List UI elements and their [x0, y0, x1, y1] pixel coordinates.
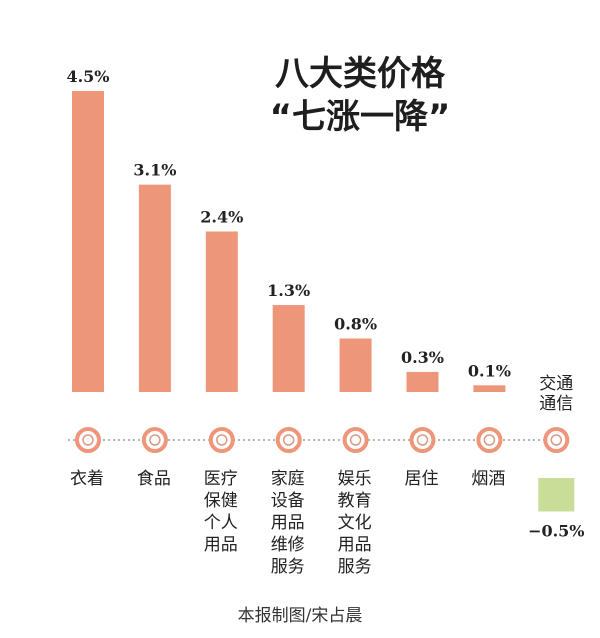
value-label: −0.5% — [528, 521, 584, 540]
svg-text:用品: 用品 — [204, 535, 238, 555]
value-label: 4.5% — [66, 67, 109, 86]
category-label: 衣着 — [70, 469, 104, 489]
value-label: 2.4% — [200, 207, 243, 226]
svg-text:烟酒: 烟酒 — [471, 469, 505, 489]
bar — [538, 478, 575, 512]
chart-title: 八大类价格 “七涨一降” — [270, 54, 451, 137]
svg-text:服务: 服务 — [338, 557, 372, 577]
svg-text:医疗: 医疗 — [204, 469, 238, 489]
value-label: 0.1% — [468, 361, 511, 380]
svg-text:家庭: 家庭 — [271, 469, 305, 489]
value-label: 0.8% — [334, 314, 377, 333]
category-label: 烟酒 — [471, 469, 505, 489]
bar — [473, 385, 506, 392]
svg-text:文化: 文化 — [338, 513, 372, 533]
credit-text: 本报制图/宋占晨 — [238, 606, 363, 626]
svg-text:设备: 设备 — [271, 491, 305, 511]
svg-text:居住: 居住 — [405, 469, 439, 489]
chart-title-line-1: 八大类价格 — [275, 54, 446, 94]
value-labels-group: 4.5% 3.1% 2.4% 1.3% 0.8% 0.3% 0.1% −0.5% — [66, 67, 584, 540]
axis-marker — [208, 427, 235, 453]
svg-text:维修: 维修 — [271, 535, 305, 555]
value-label: 3.1% — [133, 161, 176, 180]
svg-text:娱乐: 娱乐 — [338, 469, 372, 489]
bar — [339, 338, 372, 392]
svg-text:食品: 食品 — [137, 469, 171, 489]
svg-text:衣着: 衣着 — [70, 469, 104, 489]
axis-marker — [409, 427, 436, 453]
bar — [205, 231, 238, 392]
bar — [406, 371, 439, 392]
svg-text:用品: 用品 — [271, 513, 305, 533]
axis-marker — [476, 427, 503, 453]
svg-text:保健: 保健 — [204, 491, 238, 511]
value-label: 1.3% — [267, 281, 310, 300]
axis-marker — [141, 427, 168, 453]
axis-marker — [275, 427, 302, 453]
svg-text:教育: 教育 — [338, 491, 372, 511]
bar — [272, 305, 305, 392]
svg-text:个人: 个人 — [204, 513, 238, 533]
bars-group — [72, 91, 575, 512]
value-label: 0.3% — [401, 348, 444, 367]
svg-text:用品: 用品 — [338, 535, 372, 555]
axis-marker — [75, 427, 101, 453]
category-label: 食品 — [137, 469, 171, 489]
svg-text:交通: 交通 — [539, 374, 573, 394]
chart-title-line-2: “七涨一降” — [270, 97, 451, 137]
bar — [72, 91, 104, 392]
markers-group — [75, 427, 570, 453]
axis-marker — [543, 427, 570, 453]
svg-text:服务: 服务 — [271, 557, 305, 577]
bar — [138, 184, 171, 392]
axis-marker — [342, 427, 369, 453]
svg-text:通信: 通信 — [539, 394, 573, 414]
category-label: 居住 — [405, 469, 439, 489]
